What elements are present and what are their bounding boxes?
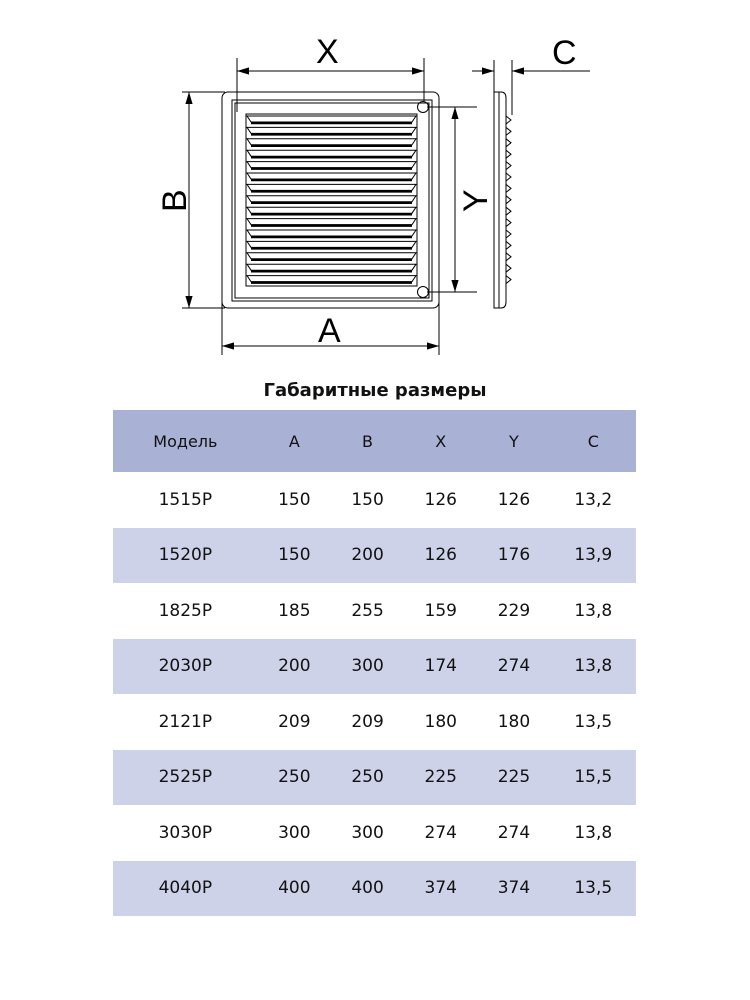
table-cell: 2030P bbox=[113, 638, 258, 694]
table-row: 3030P 300 300 274 274 13,8 bbox=[113, 805, 636, 861]
label-y: Y bbox=[457, 189, 495, 212]
table-cell: 174 bbox=[404, 638, 478, 694]
table-cell: 274 bbox=[497, 822, 531, 843]
table-cell: 180 bbox=[424, 711, 457, 732]
table-cell: 180 bbox=[497, 711, 531, 732]
table-cell: 2525P bbox=[113, 749, 258, 805]
table-cell: 13,2 bbox=[574, 489, 613, 510]
dimensions-table: Модель A B X Y C 1515P 150 150 126 126 13,2 1520P 15… bbox=[113, 410, 636, 916]
table-cell: 225 bbox=[477, 749, 551, 805]
table-cell: 185 bbox=[278, 600, 311, 621]
table-cell: 150 bbox=[351, 489, 384, 510]
table-header-row: Модель A B X Y C bbox=[113, 410, 636, 472]
table-cell: 13,9 bbox=[550, 527, 636, 583]
column-header: X bbox=[404, 410, 478, 472]
table-cell: 209 bbox=[351, 711, 384, 732]
table-cell: 374 bbox=[404, 860, 478, 916]
column-header: Модель bbox=[113, 410, 258, 472]
label-a: A bbox=[318, 312, 341, 350]
table-cell: 13,8 bbox=[550, 638, 636, 694]
table-cell: 300 bbox=[330, 638, 405, 694]
table-cell: 150 bbox=[278, 489, 311, 510]
table-cell: 400 bbox=[257, 860, 331, 916]
table-cell: 3030P bbox=[158, 822, 213, 843]
column-header: Y bbox=[477, 410, 551, 472]
table-cell: 229 bbox=[497, 600, 531, 621]
table-cell: 400 bbox=[330, 860, 405, 916]
louver-area bbox=[245, 113, 418, 287]
table-cell: 2121P bbox=[158, 711, 213, 732]
table-cell: 300 bbox=[278, 822, 311, 843]
table-cell: 176 bbox=[477, 527, 551, 583]
screw-hole-icon bbox=[417, 286, 429, 298]
table-cell: 13,8 bbox=[574, 822, 613, 843]
inner-frame bbox=[231, 99, 433, 302]
table-cell: 274 bbox=[424, 822, 457, 843]
column-header: C bbox=[550, 410, 636, 472]
table-cell: 126 bbox=[497, 489, 531, 510]
table-title: Габаритные размеры bbox=[263, 380, 487, 401]
table-cell: 250 bbox=[257, 749, 331, 805]
table-cell: 274 bbox=[477, 638, 551, 694]
table-cell: 225 bbox=[404, 749, 478, 805]
table-cell: 4040P bbox=[113, 860, 258, 916]
table-cell: 200 bbox=[257, 638, 331, 694]
table-cell: 13,8 bbox=[574, 600, 613, 621]
side-view bbox=[493, 91, 507, 309]
table-row: 1825P 185 255 159 229 13,8 bbox=[113, 583, 636, 639]
table-cell: 209 bbox=[278, 711, 311, 732]
table-row: 4040P 400 400 374 374 13,5 bbox=[113, 860, 636, 916]
table-row: 2030P 200 300 174 274 13,8 bbox=[113, 638, 636, 694]
label-b: B bbox=[156, 189, 194, 212]
label-c: C bbox=[552, 34, 577, 72]
table-cell: 159 bbox=[424, 600, 457, 621]
table-cell: 250 bbox=[330, 749, 405, 805]
table-cell: 15,5 bbox=[550, 749, 636, 805]
table-row: 2121P 209 209 180 180 13,5 bbox=[113, 694, 636, 750]
table-cell: 126 bbox=[424, 489, 457, 510]
table-row: 2525P 250 250 225 225 15,5 bbox=[113, 749, 636, 805]
table-cell: 13,5 bbox=[550, 860, 636, 916]
column-header: B bbox=[330, 410, 405, 472]
table-cell: 1825P bbox=[158, 600, 213, 621]
table-row: 1520P 150 200 126 176 13,9 bbox=[113, 527, 636, 583]
table-cell: 13,5 bbox=[574, 711, 613, 732]
grille-dimension-drawing: X A C B Y bbox=[156, 33, 590, 355]
table-cell: 255 bbox=[351, 600, 384, 621]
table-cell: 150 bbox=[257, 527, 331, 583]
table-cell: 300 bbox=[351, 822, 384, 843]
outer-frame bbox=[221, 91, 440, 309]
table-cell: 126 bbox=[404, 527, 478, 583]
louver-slats bbox=[246, 115, 417, 284]
table-cell: 1520P bbox=[113, 527, 258, 583]
label-x: X bbox=[316, 33, 339, 71]
column-header: A bbox=[257, 410, 331, 472]
table-cell: 1515P bbox=[158, 489, 213, 510]
table-cell: 200 bbox=[330, 527, 405, 583]
table-row: 1515P 150 150 126 126 13,2 bbox=[113, 472, 636, 528]
table-cell: 374 bbox=[477, 860, 551, 916]
